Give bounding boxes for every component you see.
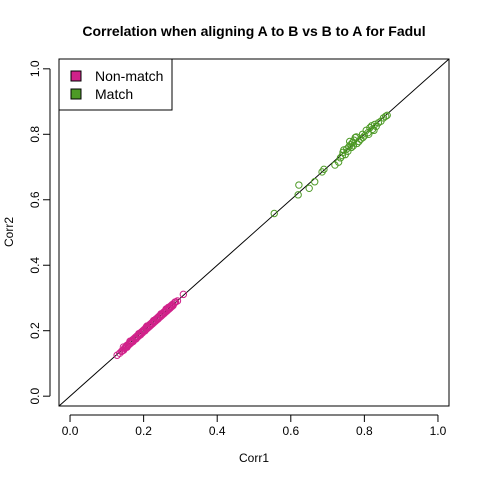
y-tick-label: 0.4 [28,257,42,274]
plot-content [59,59,449,406]
point-non-match [180,291,186,297]
legend-swatch-match [71,89,81,99]
chart-title: Correlation when aligning A to B vs B to… [82,23,425,39]
x-tick-label: 0.4 [209,424,226,438]
reference-line-y-equals-x [59,59,449,406]
y-axis: 0.0 0.2 0.4 0.6 0.8 1.0 [28,60,50,404]
point-match [296,182,302,188]
y-tick-label: 0.6 [28,191,42,208]
legend-label-match: Match [95,86,133,102]
y-tick-label: 0.8 [28,126,42,143]
y-tick-label: 0.0 [28,388,42,405]
x-tick-label: 1.0 [430,424,447,438]
x-axis: 0.0 0.2 0.4 0.6 0.8 1.0 [62,415,447,438]
point-match [312,179,318,185]
y-tick-label: 1.0 [28,60,42,77]
x-tick-label: 0.0 [62,424,79,438]
y-axis-label: Corr2 [2,217,16,247]
x-tick-label: 0.2 [135,424,152,438]
legend-box [59,59,172,110]
point-match [306,185,312,191]
point-match [271,210,277,216]
x-tick-label: 0.8 [356,424,373,438]
legend: Non-match Match [59,59,172,110]
legend-label-non-match: Non-match [95,68,163,84]
x-axis-label: Corr1 [239,451,269,465]
x-tick-label: 0.6 [282,424,299,438]
y-tick-label: 0.2 [28,322,42,339]
legend-swatch-non-match [71,71,81,81]
